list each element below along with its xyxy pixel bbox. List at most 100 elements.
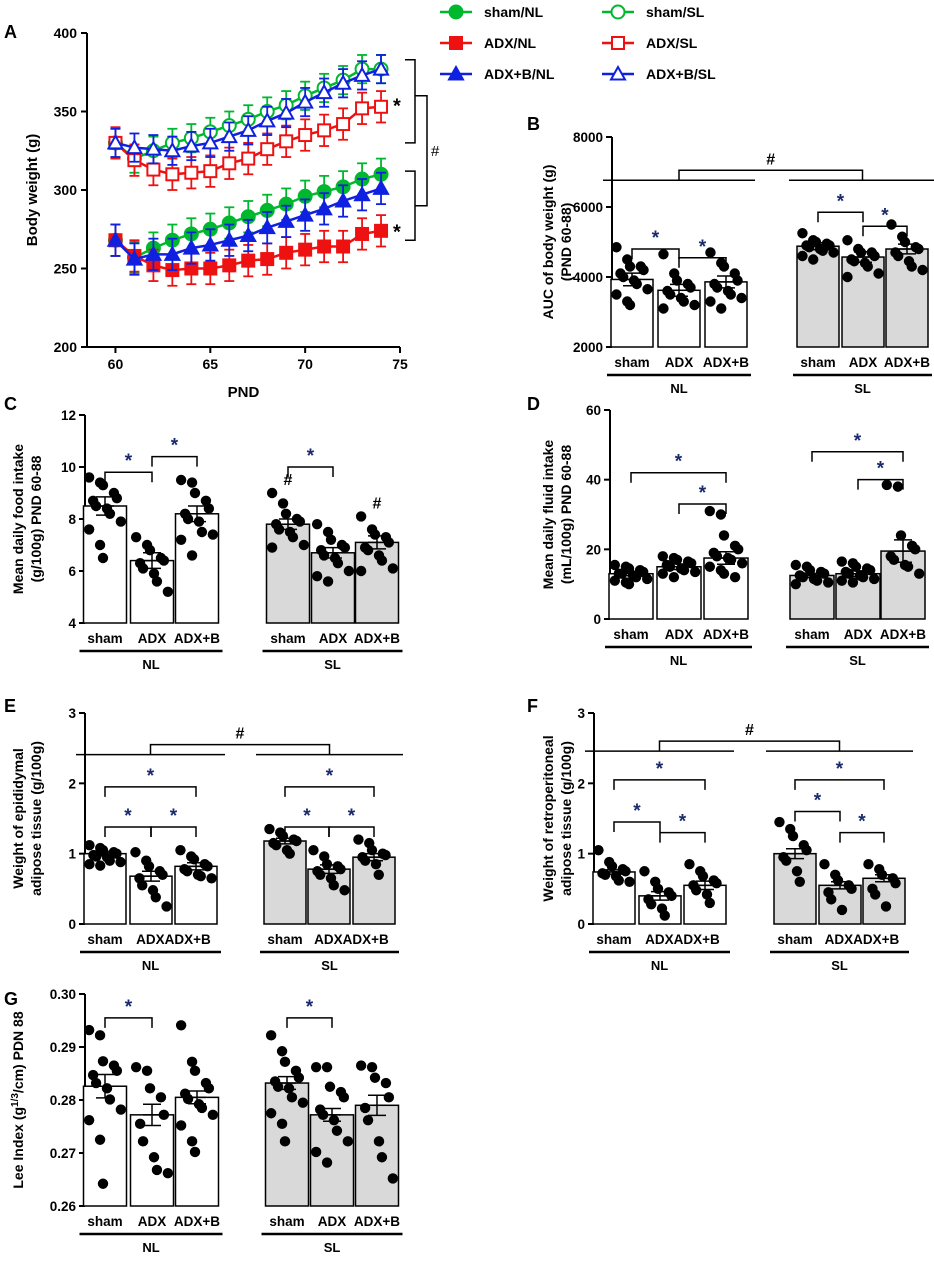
category-label: ADX+B xyxy=(354,631,400,646)
category-label: sham xyxy=(269,1214,304,1229)
data-point xyxy=(373,1136,385,1147)
data-point xyxy=(790,578,802,590)
data-point xyxy=(701,889,713,900)
data-point xyxy=(241,151,256,166)
data-point xyxy=(137,880,148,891)
data-point xyxy=(239,226,257,243)
y-tick-label: 40 xyxy=(586,473,601,488)
data-point xyxy=(624,876,635,887)
data-point xyxy=(202,861,213,872)
y-tick-label: 4 xyxy=(68,616,76,631)
data-point xyxy=(613,875,624,886)
data-point xyxy=(899,236,911,248)
legend-item: sham/SL xyxy=(602,4,705,20)
data-point xyxy=(298,539,310,551)
data-point xyxy=(317,123,332,138)
significance-star: * xyxy=(170,806,178,827)
data-point xyxy=(659,910,670,921)
y-axis-label: Mean daily food intake xyxy=(10,444,26,594)
data-point xyxy=(387,563,399,574)
group-label: NL xyxy=(142,657,159,672)
data-point xyxy=(658,249,669,260)
data-point xyxy=(372,60,390,76)
significance-bracket xyxy=(104,471,153,483)
y-tick-label: 10 xyxy=(61,460,76,475)
data-point xyxy=(95,860,106,871)
legend-label: sham/SL xyxy=(646,4,705,20)
significance-star: * xyxy=(307,446,315,467)
category-label: ADX+B xyxy=(174,631,220,646)
data-point xyxy=(606,861,618,872)
data-point xyxy=(297,1097,309,1108)
data-point xyxy=(284,848,295,859)
significance-star: * xyxy=(306,997,314,1018)
panel-c-bar-chart: C 4 6 8 10 12 Mean daily food intake (g/100g) P… xyxy=(4,394,403,672)
data-point xyxy=(836,556,848,567)
data-point xyxy=(265,1030,277,1041)
data-point xyxy=(308,844,319,856)
category-label: ADX+B xyxy=(703,355,749,370)
data-point xyxy=(359,1102,371,1114)
significance-hash: # xyxy=(236,726,245,743)
data-point xyxy=(276,1118,288,1130)
data-point xyxy=(774,816,785,828)
data-point xyxy=(725,289,736,300)
data-point xyxy=(893,250,904,262)
legend-label: sham/NL xyxy=(484,4,544,20)
data-point xyxy=(279,1136,291,1147)
data-point xyxy=(265,1108,277,1119)
data-point xyxy=(630,572,642,583)
data-point xyxy=(222,258,237,273)
y-tick-label: 8 xyxy=(68,512,76,527)
data-point xyxy=(331,1125,343,1136)
group-label: SL xyxy=(324,1240,341,1255)
data-point xyxy=(850,561,862,572)
data-point xyxy=(665,289,676,300)
data-point xyxy=(279,245,294,260)
y-axis-label-superscript: 1/3 xyxy=(10,1093,21,1107)
significance-bracket xyxy=(659,831,706,843)
data-point xyxy=(175,474,187,486)
data-point xyxy=(148,568,160,579)
data-point xyxy=(310,1061,322,1073)
data-point xyxy=(182,1093,194,1105)
significance-bracket xyxy=(631,248,680,259)
data-point xyxy=(189,1146,201,1158)
category-label: ADXADX+B xyxy=(825,932,900,947)
y-tick-label: 6000 xyxy=(573,200,603,215)
y-axis-label: (mL/100g) PND 60-88 xyxy=(558,445,574,584)
data-point xyxy=(143,861,155,872)
category-label: sham xyxy=(613,627,648,642)
data-point xyxy=(287,532,299,543)
data-point xyxy=(182,866,193,877)
significance-star: * xyxy=(679,812,687,833)
data-point xyxy=(704,897,715,909)
data-point xyxy=(736,558,748,569)
data-point xyxy=(711,551,723,562)
data-point xyxy=(362,1114,374,1126)
panel-f-bar-chart: F 0 1 2 3 Weight of retroperitoneal adipose ti… xyxy=(527,696,913,973)
significance-bracket xyxy=(678,257,727,268)
panel-b-bar-chart: B 2000 4000 6000 8000 AUC of body weight (g)(… xyxy=(527,114,934,396)
significance-bracket xyxy=(678,503,727,515)
data-point xyxy=(271,840,282,851)
significance-star: * xyxy=(699,237,707,258)
significance-bracket xyxy=(613,779,706,790)
data-point xyxy=(797,250,808,262)
data-point xyxy=(593,844,604,856)
category-label: sham xyxy=(596,932,631,947)
data-point xyxy=(335,863,346,875)
group-label: SL xyxy=(324,657,341,672)
series-adx-nl xyxy=(108,214,389,287)
data-point xyxy=(111,493,123,504)
legend-item: ADX+B/SL xyxy=(602,64,716,82)
category-label: ADX xyxy=(665,355,694,370)
group-bracket xyxy=(149,743,331,755)
significance-hash: # xyxy=(431,143,440,160)
category-label: ADX xyxy=(318,1214,347,1229)
significance-bracket xyxy=(286,1017,333,1028)
data-point xyxy=(162,586,174,597)
data-point xyxy=(241,253,256,268)
data-point xyxy=(383,537,395,548)
